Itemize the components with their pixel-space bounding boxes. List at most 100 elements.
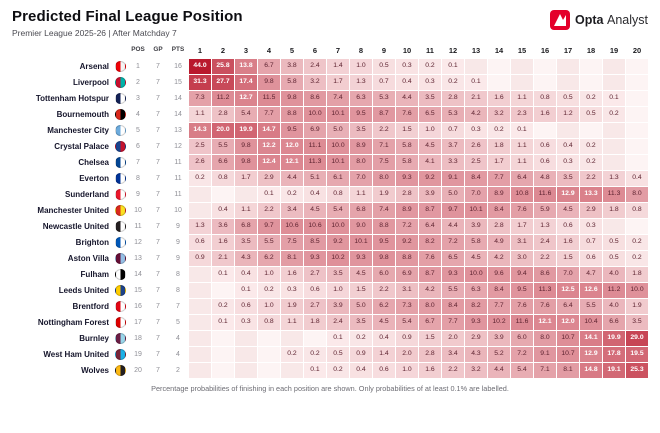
prob-cell: 5.9 bbox=[534, 203, 556, 218]
prob-cell: 0.3 bbox=[396, 59, 418, 74]
team-gp-value: 7 bbox=[156, 223, 160, 230]
prob-cell: 4.3 bbox=[465, 347, 487, 362]
prob-cell: 0.2 bbox=[281, 347, 303, 362]
team-crest-icon bbox=[113, 251, 127, 266]
prob-cell: 3.4 bbox=[281, 203, 303, 218]
prob-cell: 9.5 bbox=[350, 107, 372, 122]
team-gp-value: 7 bbox=[156, 239, 160, 246]
prob-cell: 8.1 bbox=[281, 251, 303, 266]
team-pts-value: 12 bbox=[174, 143, 182, 150]
team-crest-icon bbox=[113, 139, 127, 154]
team-pts-value: 11 bbox=[174, 191, 182, 198]
team-name: Fulham bbox=[80, 269, 109, 279]
team-pos-value: 19 bbox=[134, 351, 142, 358]
prob-cell: 25.3 bbox=[626, 363, 648, 378]
prob-cell: 1.1 bbox=[189, 107, 211, 122]
team-name: West Ham United bbox=[43, 349, 109, 359]
prob-cell: 1.8 bbox=[488, 139, 510, 154]
prob-cell: 5.3 bbox=[442, 107, 464, 122]
prob-cell: 4.5 bbox=[465, 251, 487, 266]
prob-cell: 9.3 bbox=[396, 171, 418, 186]
prob-cell: 31.3 bbox=[189, 75, 211, 90]
position-column-header: 1 bbox=[197, 45, 203, 55]
prob-cell: 0.6 bbox=[580, 251, 602, 266]
prob-cell: 44.0 bbox=[189, 59, 211, 74]
prob-cell: 19.5 bbox=[626, 347, 648, 362]
prob-cell: 8.8 bbox=[396, 251, 418, 266]
prob-cell: 10.1 bbox=[327, 107, 349, 122]
team-pts-value: 9 bbox=[176, 239, 180, 246]
team-gp-value: 7 bbox=[156, 143, 160, 150]
prob-cell: 0.7 bbox=[373, 75, 395, 90]
prob-cell: 8.8 bbox=[281, 107, 303, 122]
team-pos-value: 20 bbox=[134, 367, 142, 374]
prob-cell: 10.4 bbox=[580, 315, 602, 330]
prob-cell: 2.2 bbox=[373, 123, 395, 138]
prob-cell: 4.1 bbox=[419, 155, 441, 170]
prob-cell: 1.1 bbox=[511, 139, 533, 154]
prob-cell: 4.2 bbox=[419, 283, 441, 298]
prob-cell: 0.5 bbox=[557, 91, 579, 106]
prob-cell: 4.5 bbox=[419, 139, 441, 154]
prob-cell bbox=[626, 107, 648, 122]
team-gp-value: 7 bbox=[156, 79, 160, 86]
prob-cell: 5.8 bbox=[396, 139, 418, 154]
prob-cell: 2.6 bbox=[465, 139, 487, 154]
position-column-header: 17 bbox=[563, 45, 573, 55]
prob-cell: 0.1 bbox=[327, 331, 349, 346]
prob-cell: 1.8 bbox=[603, 203, 625, 218]
prob-cell: 6.7 bbox=[419, 315, 441, 330]
prob-cell: 7.5 bbox=[373, 155, 395, 170]
prob-cell: 0.5 bbox=[580, 107, 602, 122]
prob-cell bbox=[281, 363, 303, 378]
team-pos-value: 14 bbox=[134, 271, 142, 278]
prob-cell: 0.2 bbox=[304, 347, 326, 362]
prob-cell: 3.8 bbox=[281, 59, 303, 74]
team-name: Leeds United bbox=[58, 285, 109, 295]
team-pos-value: 6 bbox=[136, 143, 140, 150]
prob-cell: 0.2 bbox=[419, 59, 441, 74]
prob-cell: 1.1 bbox=[235, 203, 257, 218]
prob-cell: 8.8 bbox=[373, 219, 395, 234]
prob-cell: 7.3 bbox=[396, 299, 418, 314]
prob-cell: 8.7 bbox=[419, 267, 441, 282]
prob-cell: 0.8 bbox=[327, 187, 349, 202]
prob-cell bbox=[189, 187, 211, 202]
prob-cell: 8.7 bbox=[419, 203, 441, 218]
prob-cell: 1.3 bbox=[534, 219, 556, 234]
team-pos-value: 5 bbox=[136, 127, 140, 134]
prob-cell: 3.7 bbox=[442, 139, 464, 154]
prob-cell: 11.6 bbox=[534, 187, 556, 202]
prob-cell: 7.0 bbox=[350, 171, 372, 186]
prob-cell: 9.0 bbox=[350, 219, 372, 234]
prob-cell: 2.2 bbox=[258, 203, 280, 218]
prob-cell: 1.5 bbox=[396, 123, 418, 138]
prob-cell: 3.2 bbox=[304, 75, 326, 90]
prob-cell bbox=[626, 155, 648, 170]
prob-cell: 8.6 bbox=[534, 267, 556, 282]
team-name: Tottenham Hotspur bbox=[35, 93, 109, 103]
team-pos-value: 11 bbox=[134, 223, 142, 230]
crest-icon bbox=[114, 125, 126, 136]
prob-cell: 7.6 bbox=[419, 251, 441, 266]
prob-cell: 5.5 bbox=[580, 299, 602, 314]
prob-cell: 0.6 bbox=[557, 219, 579, 234]
prob-cell: 8.2 bbox=[419, 235, 441, 250]
prob-cell: 1.1 bbox=[511, 91, 533, 106]
team-pos-value: 2 bbox=[136, 79, 140, 86]
prob-cell: 0.6 bbox=[534, 155, 556, 170]
prob-cell: 4.4 bbox=[442, 219, 464, 234]
prob-cell: 6.6 bbox=[212, 155, 234, 170]
prob-cell bbox=[189, 315, 211, 330]
stat-column-header-pos: POS bbox=[131, 46, 145, 54]
prob-cell: 8.4 bbox=[442, 299, 464, 314]
prob-cell: 5.4 bbox=[327, 203, 349, 218]
prob-cell: 6.6 bbox=[603, 315, 625, 330]
prob-cell: 0.2 bbox=[580, 139, 602, 154]
prob-cell: 8.7 bbox=[373, 107, 395, 122]
prob-cell: 9.8 bbox=[258, 75, 280, 90]
prob-cell: 14.8 bbox=[580, 363, 602, 378]
prob-cell: 1.0 bbox=[258, 267, 280, 282]
prob-cell: 19.1 bbox=[603, 363, 625, 378]
prob-cell: 7.6 bbox=[396, 107, 418, 122]
